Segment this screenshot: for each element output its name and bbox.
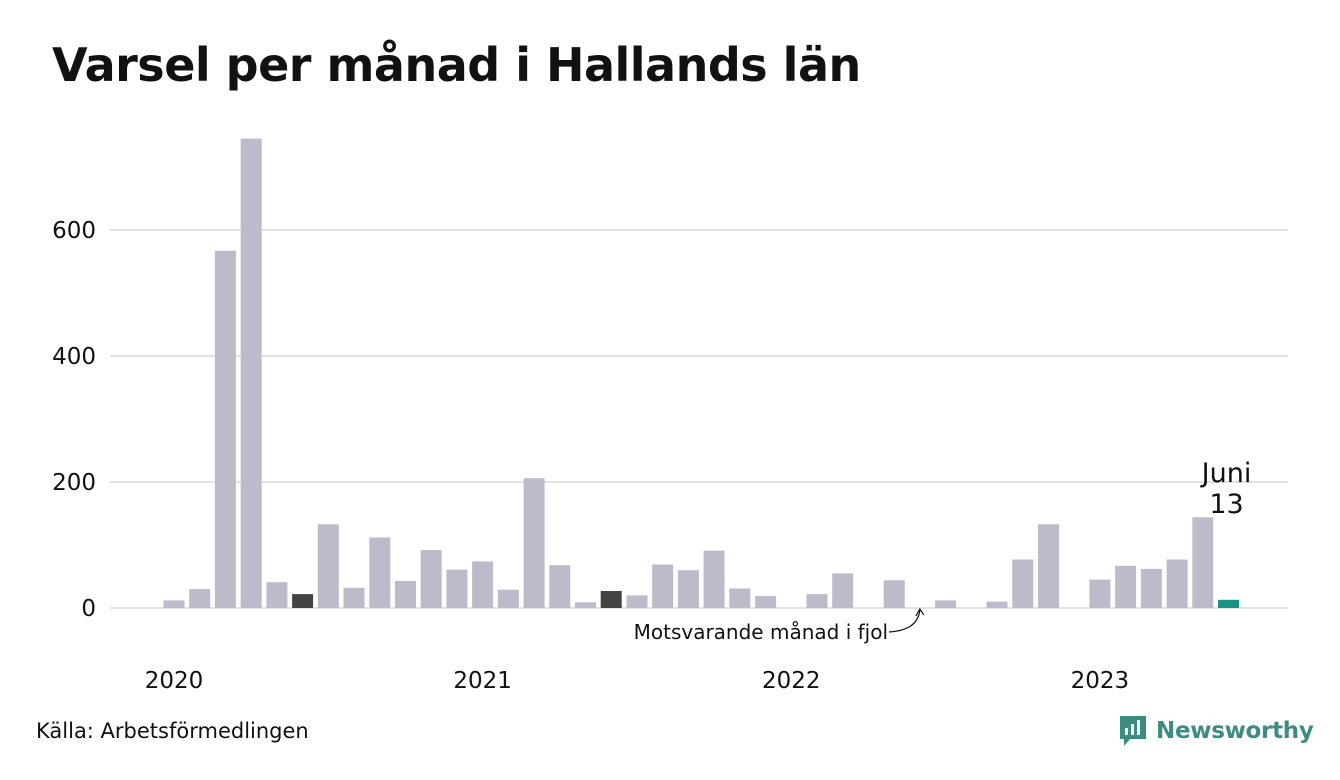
bar-2023-03 (1140, 568, 1162, 608)
x-axis-ticks: 2020 2021 2022 2023 (145, 668, 1129, 694)
x-tick-label: 2022 (762, 668, 821, 694)
bar-2021-10 (703, 550, 725, 608)
bar-2022-05 (883, 580, 905, 608)
bar-2023-04 (1166, 559, 1188, 608)
newsworthy-logo-icon (1120, 716, 1146, 746)
latest-value-label: 13 (1209, 489, 1243, 520)
bar-2021-05 (575, 602, 596, 608)
x-tick-label: 2021 (453, 668, 512, 694)
bar-2023-06 (1218, 599, 1239, 608)
bar-2022-10 (1012, 559, 1034, 608)
bar-2021-12 (755, 596, 777, 608)
bar-2023-01 (1089, 579, 1111, 608)
y-tick-label: 0 (81, 596, 96, 622)
annotation-arrow (888, 609, 921, 633)
bar-2020-01 (163, 600, 185, 608)
brand-logo: Newsworthy (1118, 714, 1314, 748)
bar-2021-02 (497, 589, 519, 608)
chart-title: Varsel per månad i Hallands län (52, 38, 861, 92)
bar-2021-09 (677, 570, 699, 608)
bar-2022-09 (986, 601, 1008, 608)
bar-2020-04 (240, 138, 262, 608)
brand-name: Newsworthy (1156, 718, 1314, 744)
gridlines (110, 229, 1288, 609)
bar-2022-02 (806, 594, 828, 608)
bar-2023-02 (1115, 565, 1137, 608)
bar-2021-06 (600, 591, 622, 608)
bar-2022-11 (1038, 524, 1059, 608)
y-tick-label: 400 (52, 344, 96, 370)
x-tick-label: 2020 (145, 668, 204, 694)
bar-2022-03 (832, 573, 854, 608)
bars (163, 138, 1239, 609)
bar-2020-07 (317, 524, 339, 608)
y-axis-ticks: 0 200 400 600 (52, 218, 96, 622)
bar-2020-05 (266, 582, 288, 608)
y-tick-label: 600 (52, 218, 96, 244)
bar-2020-02 (189, 589, 211, 608)
bar-2020-10 (395, 580, 416, 608)
bar-2023-05 (1192, 517, 1214, 608)
latest-month-label: Juni (1200, 458, 1252, 489)
bar-2020-09 (369, 537, 391, 608)
same-month-last-year-label: Motsvarande månad i fjol (634, 620, 888, 644)
y-tick-label: 200 (52, 470, 96, 496)
bar-2020-11 (420, 550, 442, 608)
bar-2020-06 (292, 594, 314, 608)
bar-2020-03 (214, 250, 236, 609)
bar-2021-07 (626, 595, 648, 608)
annotations: Juni 13 Motsvarande månad i fjol (634, 458, 1252, 644)
annotation-arrow-head (915, 607, 925, 617)
bar-2022-07 (935, 600, 957, 608)
bar-2021-08 (652, 564, 674, 608)
x-tick-label: 2023 (1071, 668, 1130, 694)
bar-2021-11 (729, 588, 751, 608)
bar-2021-01 (472, 561, 494, 608)
bar-2020-12 (446, 569, 468, 608)
bar-2021-03 (523, 478, 545, 608)
source-note: Källa: Arbetsförmedlingen (36, 719, 309, 743)
bar-2020-08 (343, 587, 365, 608)
bar-2021-04 (549, 565, 571, 608)
